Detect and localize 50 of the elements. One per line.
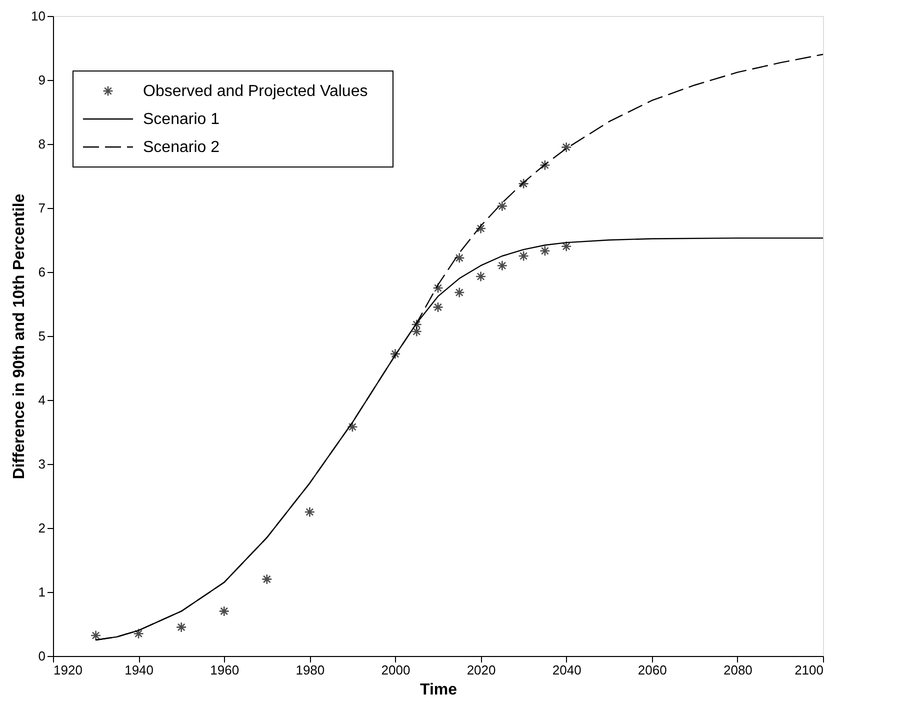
y-tick-label: 7	[38, 200, 46, 216]
point	[347, 421, 358, 432]
point	[454, 252, 465, 264]
point	[176, 622, 187, 633]
point	[432, 282, 444, 294]
legend-label: Observed and Projected Values	[143, 83, 368, 100]
point	[560, 142, 572, 153]
y-tick-label: 0	[38, 648, 46, 664]
x-tick-label: 2100	[794, 662, 824, 678]
point	[90, 630, 102, 641]
point	[454, 287, 465, 298]
x-tick-label: 2060	[638, 662, 667, 678]
point	[496, 200, 508, 212]
point	[518, 178, 529, 190]
point	[432, 302, 444, 313]
point	[540, 160, 550, 171]
point	[218, 606, 230, 617]
y-tick-label: 8	[38, 136, 46, 152]
point	[133, 628, 144, 639]
x-tick-label: 1980	[296, 662, 325, 678]
y-tick-label: 4	[38, 392, 46, 408]
y-tick-label: 6	[38, 264, 46, 280]
point	[518, 250, 529, 262]
point	[475, 271, 486, 282]
x-axis-title: Time	[420, 682, 458, 698]
y-tick-label: 9	[38, 72, 46, 88]
point	[496, 260, 508, 271]
x-tick-label: 2040	[552, 662, 582, 678]
x-tick-label: 1940	[124, 662, 154, 678]
x-tick-label: 2080	[723, 662, 752, 678]
y-tick-label: 1	[38, 584, 46, 600]
y-axis-title: Difference in 90th and 10th Percentile	[11, 194, 28, 480]
point	[390, 348, 401, 360]
x-tick-label: 2000	[381, 662, 410, 678]
point	[304, 506, 316, 518]
x-tick-label: 2020	[466, 662, 496, 678]
y-tick-label: 2	[38, 520, 46, 536]
y-tick-label: 3	[38, 456, 46, 472]
point	[540, 245, 550, 256]
point	[475, 223, 486, 234]
point	[560, 241, 572, 252]
y-tick-label: 5	[38, 328, 46, 344]
point	[261, 574, 272, 585]
legend-label: Scenario 2	[143, 139, 220, 156]
x-tick-label: 1920	[54, 662, 82, 678]
point	[411, 326, 422, 337]
point	[411, 319, 422, 330]
x-tick-label: 1960	[210, 662, 240, 678]
y-tick-label: 10	[31, 8, 46, 24]
legend-label: Scenario 1	[143, 111, 220, 128]
